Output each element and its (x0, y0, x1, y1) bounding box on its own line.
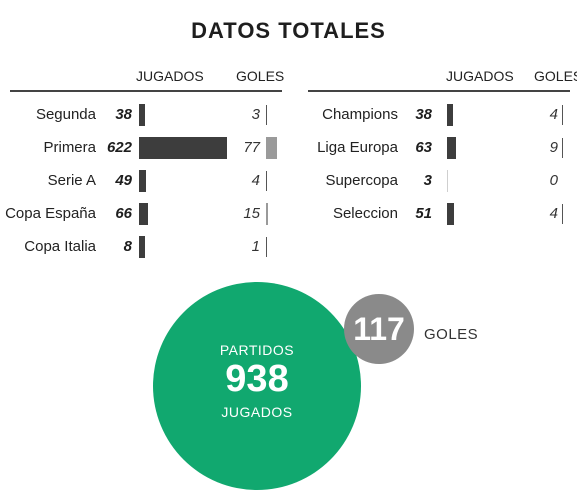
left-row-5-category: Copa Italia (24, 238, 96, 255)
left-row-2-goals-value: 77 (243, 139, 260, 156)
left-row-3-goals-value: 4 (251, 172, 260, 189)
right-row-3-category: Supercopa (325, 172, 398, 189)
right-row-2-category: Liga Europa (317, 139, 398, 156)
right-row-2-played-bar (447, 137, 456, 159)
left-row-5-played-value: 8 (123, 238, 132, 255)
left-row-4-goals-bar (266, 203, 268, 225)
played-total-bottom-label: JUGADOS (221, 404, 293, 420)
right-row-3-played-bar (447, 170, 448, 192)
goals-total-label: GOLES (424, 326, 479, 343)
right-row-4-played-value: 51 (415, 205, 432, 222)
played-total-top-label: PARTIDOS (219, 342, 295, 358)
left-row-1-played-value: 38 (115, 106, 132, 123)
left-row-5-played-bar (139, 236, 145, 258)
left-row-3-goals-bar (266, 171, 267, 191)
left-played-header: JUGADOS (136, 68, 204, 84)
right-row-3-goals-value: 0 (549, 172, 558, 189)
left-row-1-played-bar (139, 104, 145, 126)
right-row-2-played-value: 63 (415, 139, 432, 156)
left-row-2-played-value: 622 (106, 139, 132, 156)
left-row-3-played-bar (139, 170, 146, 192)
right-row-1-played-bar (447, 104, 453, 126)
left-row-1-goals-value: 3 (251, 106, 260, 123)
page-title: DATOS TOTALES (191, 18, 386, 43)
left-row-2-category: Primera (43, 139, 96, 156)
right-row-3-played-value: 3 (423, 172, 432, 189)
right-row-2-goals-value: 9 (549, 139, 558, 156)
left-row-2-played-bar (139, 137, 227, 159)
right-row-4-goals-bar (562, 204, 563, 224)
right-row-4-played-bar (447, 203, 454, 225)
right-row-4-category: Seleccion (332, 205, 398, 222)
left-row-5-goals-bar (266, 237, 267, 257)
left-row-4-goals-value: 15 (243, 205, 260, 222)
right-row-4-goals-value: 4 (549, 205, 558, 222)
goals-total-circle: 117 (344, 294, 414, 364)
played-total-value: 938 (225, 358, 289, 400)
left-header-rule (10, 90, 282, 92)
left-row-5-goals-value: 1 (251, 238, 260, 255)
right-row-1-goals-bar (562, 105, 563, 125)
right-row-1-played-value: 38 (415, 106, 432, 123)
left-row-4-category: Copa España (5, 205, 96, 222)
left-row-4-played-value: 66 (115, 205, 132, 222)
right-played-header: JUGADOS (446, 68, 514, 84)
left-row-1-category: Segunda (35, 106, 96, 123)
right-row-1-category: Champions (322, 106, 398, 123)
left-row-2-goals-bar (266, 137, 277, 159)
right-header-rule (308, 90, 570, 92)
left-row-3-category: Serie A (47, 172, 96, 189)
right-row-2-goals-bar (562, 138, 563, 158)
played-total-circle: PARTIDOS 938 JUGADOS (153, 282, 361, 490)
left-row-4-played-bar (139, 203, 148, 225)
right-goals-header: GOLES (534, 68, 577, 84)
left-row-3-played-value: 49 (115, 172, 132, 189)
left-row-1-goals-bar (266, 105, 267, 125)
left-goals-header: GOLES (236, 68, 285, 84)
right-row-1-goals-value: 4 (549, 106, 558, 123)
